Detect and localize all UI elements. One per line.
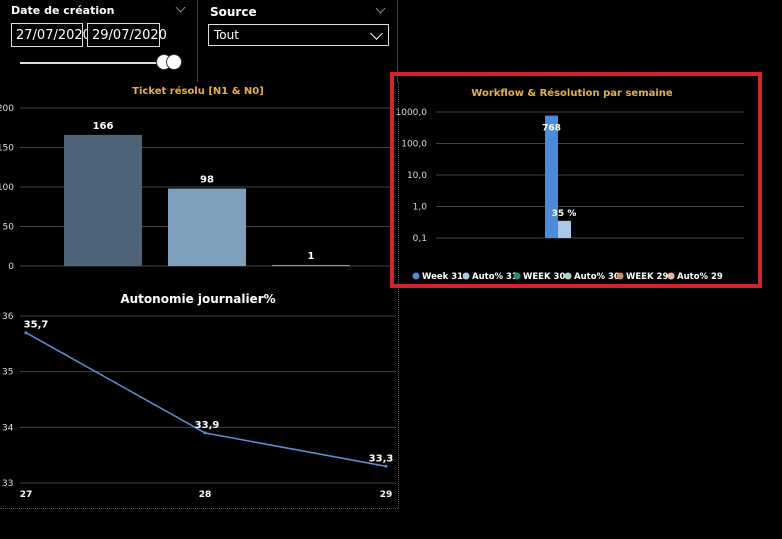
y-tick-label: 34	[2, 423, 14, 433]
range-slider-handle-end[interactable]	[166, 54, 182, 70]
chart-title: Ticket résolu [N1 & N0]	[132, 85, 264, 97]
data-label: 33,3	[369, 453, 394, 464]
series-line	[25, 332, 387, 468]
y-tick-label: 36	[2, 312, 14, 322]
chevron-down-icon	[370, 27, 383, 40]
legend-marker	[667, 272, 675, 280]
data-label: 33,9	[195, 420, 220, 431]
data-label: 1	[308, 251, 315, 262]
bar	[272, 265, 350, 266]
y-tick-label: 200	[0, 104, 14, 114]
bar	[64, 134, 142, 266]
source-slicer: Source Tout	[201, 0, 398, 82]
data-label: 35,7	[24, 320, 49, 331]
legend-label: Week 31	[422, 272, 463, 282]
y-tick-label: 0	[8, 262, 14, 272]
legend-marker	[616, 272, 624, 280]
bar	[558, 220, 571, 238]
autonomie-chart: Autonomie journalier% 33 34 35 36 35,7 27 33,9…	[2, 292, 396, 500]
y-tick-label: 50	[3, 223, 15, 233]
y-tick-label: 100	[0, 183, 14, 193]
bar	[545, 115, 558, 238]
legend-marker	[513, 272, 521, 280]
date-slicer: Date de création 27/07/2020 29/07/2020	[0, 0, 196, 82]
y-tick-label: 1,0	[413, 203, 428, 213]
data-point	[203, 431, 207, 435]
y-tick-label: 150	[0, 144, 14, 154]
data-label: 768	[542, 124, 561, 134]
visual-border	[0, 508, 398, 510]
x-tick-label: 27	[20, 490, 33, 500]
visual-border	[398, 82, 400, 508]
data-label: 35 %	[552, 209, 577, 219]
x-tick-label: 28	[199, 490, 212, 500]
data-label: 166	[93, 121, 114, 132]
source-slicer-title: Source	[210, 5, 257, 19]
legend-label: WEEK 29	[626, 272, 668, 282]
date-range-track	[20, 62, 176, 64]
y-tick-label: 100,0	[401, 140, 427, 150]
legend-label: Auto% 30	[574, 272, 620, 282]
legend-marker	[462, 272, 470, 280]
chevron-down-icon[interactable]	[175, 2, 186, 13]
source-dropdown[interactable]: Tout	[208, 24, 389, 46]
chart-title: Workflow & Résolution par semaine	[471, 87, 673, 99]
end-date-input[interactable]: 29/07/2020	[87, 23, 167, 47]
chevron-down-icon[interactable]	[375, 3, 386, 14]
y-tick-label: 0,1	[413, 234, 427, 244]
data-point	[384, 464, 388, 468]
ticket-resolu-chart: Ticket résolu [N1 & N0] 0 50 100 150 200 166 9…	[0, 85, 392, 272]
y-tick-label: 33	[2, 479, 13, 489]
source-dropdown-value: Tout	[214, 28, 239, 42]
start-date-input[interactable]: 27/07/2020	[11, 23, 91, 47]
y-tick-label: 10,0	[407, 171, 427, 181]
slicer-divider	[197, 0, 198, 82]
data-label: 98	[200, 175, 214, 186]
workflow-resolution-chart: Workflow & Résolution par semaine 0,1 1,0…	[396, 87, 744, 282]
legend-label: Auto% 31	[472, 272, 518, 282]
chart-title: Autonomie journalier%	[120, 292, 275, 306]
y-tick-label: 1000,0	[396, 108, 428, 118]
x-tick-label: 29	[380, 490, 393, 500]
bar	[168, 188, 246, 266]
date-slicer-title: Date de création	[11, 4, 115, 17]
highlight-frame	[390, 72, 762, 288]
legend-marker	[412, 272, 420, 280]
y-tick-label: 35	[2, 368, 13, 378]
legend-label: Auto% 29	[677, 272, 723, 282]
data-point	[24, 331, 28, 335]
legend-marker	[564, 272, 572, 280]
legend-label: WEEK 30	[523, 272, 565, 282]
